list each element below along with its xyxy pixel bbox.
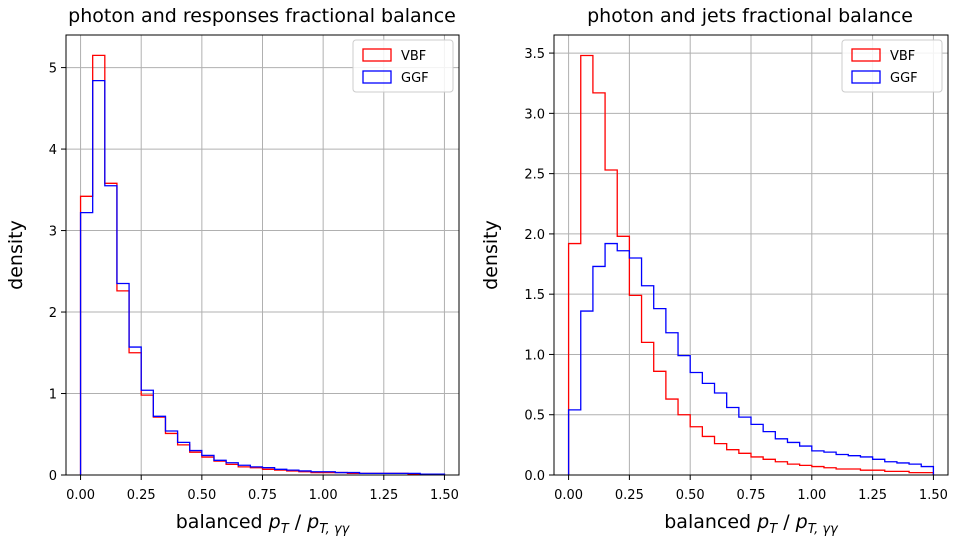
y-tick-label: 3.5 — [524, 47, 545, 62]
legend-box — [352, 39, 454, 93]
legend-label-vbf: VBF — [890, 49, 915, 64]
legend: VBF GGF — [841, 39, 943, 93]
legend-swatch-vbf — [851, 48, 881, 62]
legend-swatch-ggf — [362, 70, 392, 84]
legend: VBF GGF — [352, 39, 454, 93]
histogram-ggf — [567, 242, 935, 475]
x-axis-label: balanced pT / pT, γγ — [176, 511, 351, 537]
y-tick-label: 2.5 — [524, 168, 545, 183]
y-tick-label: 5 — [49, 62, 57, 77]
x-tick-label: 1.50 — [430, 488, 459, 503]
right-chart-panel: 0.00 0.25 0.50 0.75 1.00 1.25 1.50 0.0 0.5 1.0 1.5… — [480, 5, 949, 537]
x-tick-label: 0.50 — [676, 488, 705, 503]
legend-label-ggf: GGF — [890, 71, 918, 86]
y-tick-label: 0.0 — [524, 469, 545, 484]
y-tick-label: 2 — [49, 306, 57, 321]
x-tick-label: 0.00 — [66, 488, 95, 503]
y-tick-label: 0 — [49, 469, 57, 484]
y-tick-label: 3 — [49, 225, 57, 240]
grid — [66, 35, 459, 476]
x-tick-label: 0.50 — [187, 488, 216, 503]
y-tick-label: 3.0 — [524, 107, 545, 122]
x-tick-label: 0.00 — [554, 488, 583, 503]
x-tick-label: 0.25 — [127, 488, 156, 503]
x-tick-label: 1.00 — [797, 488, 826, 503]
grid — [554, 35, 948, 476]
x-tick-label: 0.75 — [737, 488, 766, 503]
x-tick-label: 0.25 — [615, 488, 644, 503]
y-tick-label: 4 — [49, 143, 57, 158]
y-tick-label: 0.5 — [524, 409, 545, 424]
x-tick-label: 1.25 — [369, 488, 398, 503]
x-axis-label: balanced pT / pT, γγ — [664, 511, 839, 537]
legend-swatch-ggf — [851, 70, 881, 84]
legend-box — [841, 39, 943, 93]
x-tick-label: 1.50 — [919, 488, 948, 503]
chart-title: photon and jets fractional balance — [587, 5, 913, 27]
y-tick-label: 2.0 — [524, 228, 545, 243]
y-axis-label: density — [480, 220, 502, 290]
chart-title: photon and responses fractional balance — [68, 5, 456, 27]
y-tick-label: 1.5 — [524, 288, 545, 303]
x-tick-label: 1.00 — [309, 488, 338, 503]
y-tick-label: 1.0 — [524, 348, 545, 363]
y-tick-label: 1 — [49, 388, 57, 403]
histogram-ggf — [79, 79, 446, 475]
y-axis-label: density — [5, 220, 27, 290]
histogram-vbf — [567, 54, 935, 475]
left-chart-panel: 0.00 0.25 0.50 0.75 1.00 1.25 1.50 0 1 2 3 4 5 photon… — [5, 5, 460, 537]
x-tick-label: 0.75 — [248, 488, 277, 503]
legend-label-vbf: VBF — [401, 49, 426, 64]
x-tick-label: 1.25 — [858, 488, 887, 503]
legend-swatch-vbf — [362, 48, 392, 62]
legend-label-ggf: GGF — [401, 71, 429, 86]
